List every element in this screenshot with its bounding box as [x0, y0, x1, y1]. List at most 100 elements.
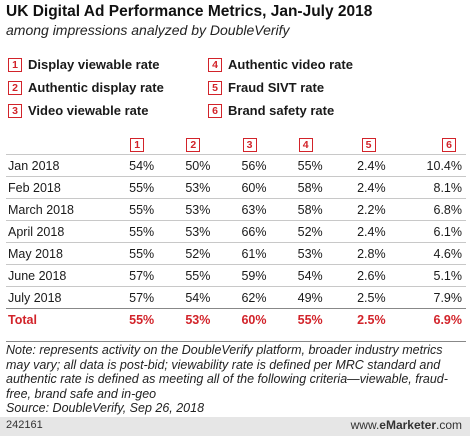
header-blank — [6, 134, 102, 155]
legend-label: Display viewable rate — [28, 57, 160, 72]
row-label: March 2018 — [8, 202, 75, 217]
legend-label: Authentic display rate — [28, 80, 164, 95]
legend-label: Brand safety rate — [228, 103, 335, 118]
cell-value: 49% — [297, 290, 323, 305]
brand-logo: www.eMarketer.com — [351, 418, 462, 432]
cell-value: 58% — [297, 180, 323, 195]
table-header-row: 1 2 3 4 5 6 — [6, 134, 466, 155]
cell-value: 53% — [297, 246, 323, 261]
cell-value: 2.5% — [357, 290, 386, 305]
note-divider — [6, 341, 466, 342]
cell-value: 54% — [297, 268, 323, 283]
cell-value: 2.6% — [357, 268, 386, 283]
cell-value: 55% — [129, 224, 155, 239]
cell-value: 4.6% — [433, 246, 463, 261]
cell-value: 52% — [297, 224, 323, 239]
column-number-4: 4 — [298, 137, 313, 152]
legend-item-brand-safety: 6 Brand safety rate — [208, 103, 334, 118]
chart-id: 242161 — [6, 419, 43, 431]
cell-value: 10.4% — [426, 158, 462, 173]
cell-value: 63% — [241, 202, 267, 217]
row-label: Jan 2018 — [8, 158, 60, 173]
cell-value: 60% — [241, 180, 267, 195]
table-row: Feb 2018 55% 53% 60% 58% 2.4% 8.1% — [6, 176, 466, 199]
brand-url-prefix: www. — [350, 418, 380, 432]
cell-value: 6.8% — [433, 202, 463, 217]
brand-url-suffix: .com — [435, 418, 462, 432]
row-label: April 2018 — [8, 224, 65, 239]
cell-value: 53% — [185, 224, 211, 239]
cell-value: 55% — [129, 202, 155, 217]
column-header-3: 3 — [214, 134, 270, 155]
cell-value: 56% — [241, 158, 267, 173]
cell-value: 58% — [297, 202, 323, 217]
cell-value: 55% — [129, 246, 155, 261]
legend-number-2: 2 — [8, 80, 22, 95]
row-label: July 2018 — [8, 290, 62, 305]
total-row: Total 55% 53% 60% 55% 2.5% 6.9% — [6, 308, 466, 331]
row-label: May 2018 — [8, 246, 63, 261]
legend-label: Authentic video rate — [228, 57, 353, 72]
legend-item-video-viewable: 3 Video viewable rate — [8, 103, 148, 118]
table-row: June 2018 57% 55% 59% 54% 2.6% 5.1% — [6, 264, 466, 287]
cell-value: 66% — [241, 224, 267, 239]
cell-value: 2.8% — [357, 246, 386, 261]
cell-value: 54% — [185, 290, 211, 305]
cell-value: 61% — [241, 246, 267, 261]
table-row: April 2018 55% 53% 66% 52% 2.4% 6.1% — [6, 220, 466, 243]
table-body: Jan 2018 54% 50% 56% 55% 2.4% 10.4% Feb 2018 55%… — [6, 154, 466, 331]
column-number-3: 3 — [242, 137, 257, 152]
cell-value: 55% — [129, 180, 155, 195]
cell-value: 59% — [241, 268, 267, 283]
notes: Note: represents activity on the DoubleV… — [6, 343, 464, 416]
column-header-5: 5 — [327, 134, 390, 155]
cell-value: 52% — [185, 246, 211, 261]
cell-value: 7.9% — [433, 290, 463, 305]
legend-item-authentic-display: 2 Authentic display rate — [8, 80, 164, 95]
legend-label: Video viewable rate — [28, 103, 149, 118]
legend-number-4: 4 — [208, 57, 222, 72]
cell-value: 55% — [297, 158, 323, 173]
cell-value: 53% — [185, 202, 211, 217]
data-table: 1 2 3 4 5 6 Jan 2018 54% 50% 56% 55% 2.4% 10.4% Feb … — [6, 134, 466, 330]
cell-value: 55% — [129, 312, 155, 327]
table-row: Jan 2018 54% 50% 56% 55% 2.4% 10.4% — [6, 154, 466, 177]
cell-value: 55% — [185, 268, 211, 283]
legend-item-display-viewable: 1 Display viewable rate — [8, 57, 160, 72]
cell-value: 60% — [241, 312, 267, 327]
legend-item-fraud-sivt: 5 Fraud SIVT rate — [208, 80, 324, 95]
column-header-4: 4 — [271, 134, 327, 155]
table-row: July 2018 57% 54% 62% 49% 2.5% 7.9% — [6, 286, 466, 309]
cell-value: 57% — [129, 290, 155, 305]
cell-value: 54% — [129, 158, 155, 173]
brand-name: eMarketer — [379, 418, 436, 432]
cell-value: 62% — [241, 290, 267, 305]
cell-value: 6.9% — [433, 312, 463, 327]
cell-value: 2.5% — [357, 312, 386, 327]
note-text: Note: represents activity on the DoubleV… — [6, 343, 448, 401]
cell-value: 2.4% — [357, 224, 386, 239]
footer-bar: 242161 www.eMarketer.com — [0, 417, 470, 436]
cell-value: 6.1% — [433, 224, 463, 239]
row-label: Total — [8, 312, 37, 327]
column-number-2: 2 — [186, 137, 201, 152]
legend-number-3: 3 — [8, 103, 22, 118]
legend: 1 Display viewable rate 2 Authentic disp… — [8, 57, 468, 123]
table-row: March 2018 55% 53% 63% 58% 2.2% 6.8% — [6, 198, 466, 221]
cell-value: 2.2% — [357, 202, 386, 217]
cell-value: 55% — [297, 312, 323, 327]
cell-value: 53% — [185, 312, 211, 327]
legend-number-6: 6 — [208, 103, 222, 118]
cell-value: 50% — [185, 158, 211, 173]
chart-title: UK Digital Ad Performance Metrics, Jan-J… — [6, 3, 373, 20]
column-header-2: 2 — [158, 134, 214, 155]
cell-value: 2.4% — [357, 158, 386, 173]
column-number-5: 5 — [361, 137, 376, 152]
source-text: Source: DoubleVerify, Sep 26, 2018 — [6, 401, 205, 415]
column-number-6: 6 — [442, 137, 456, 152]
column-header-1: 1 — [102, 134, 158, 155]
row-label: Feb 2018 — [8, 180, 61, 195]
cell-value: 53% — [185, 180, 211, 195]
legend-item-authentic-video: 4 Authentic video rate — [208, 57, 353, 72]
legend-label: Fraud SIVT rate — [228, 80, 325, 95]
